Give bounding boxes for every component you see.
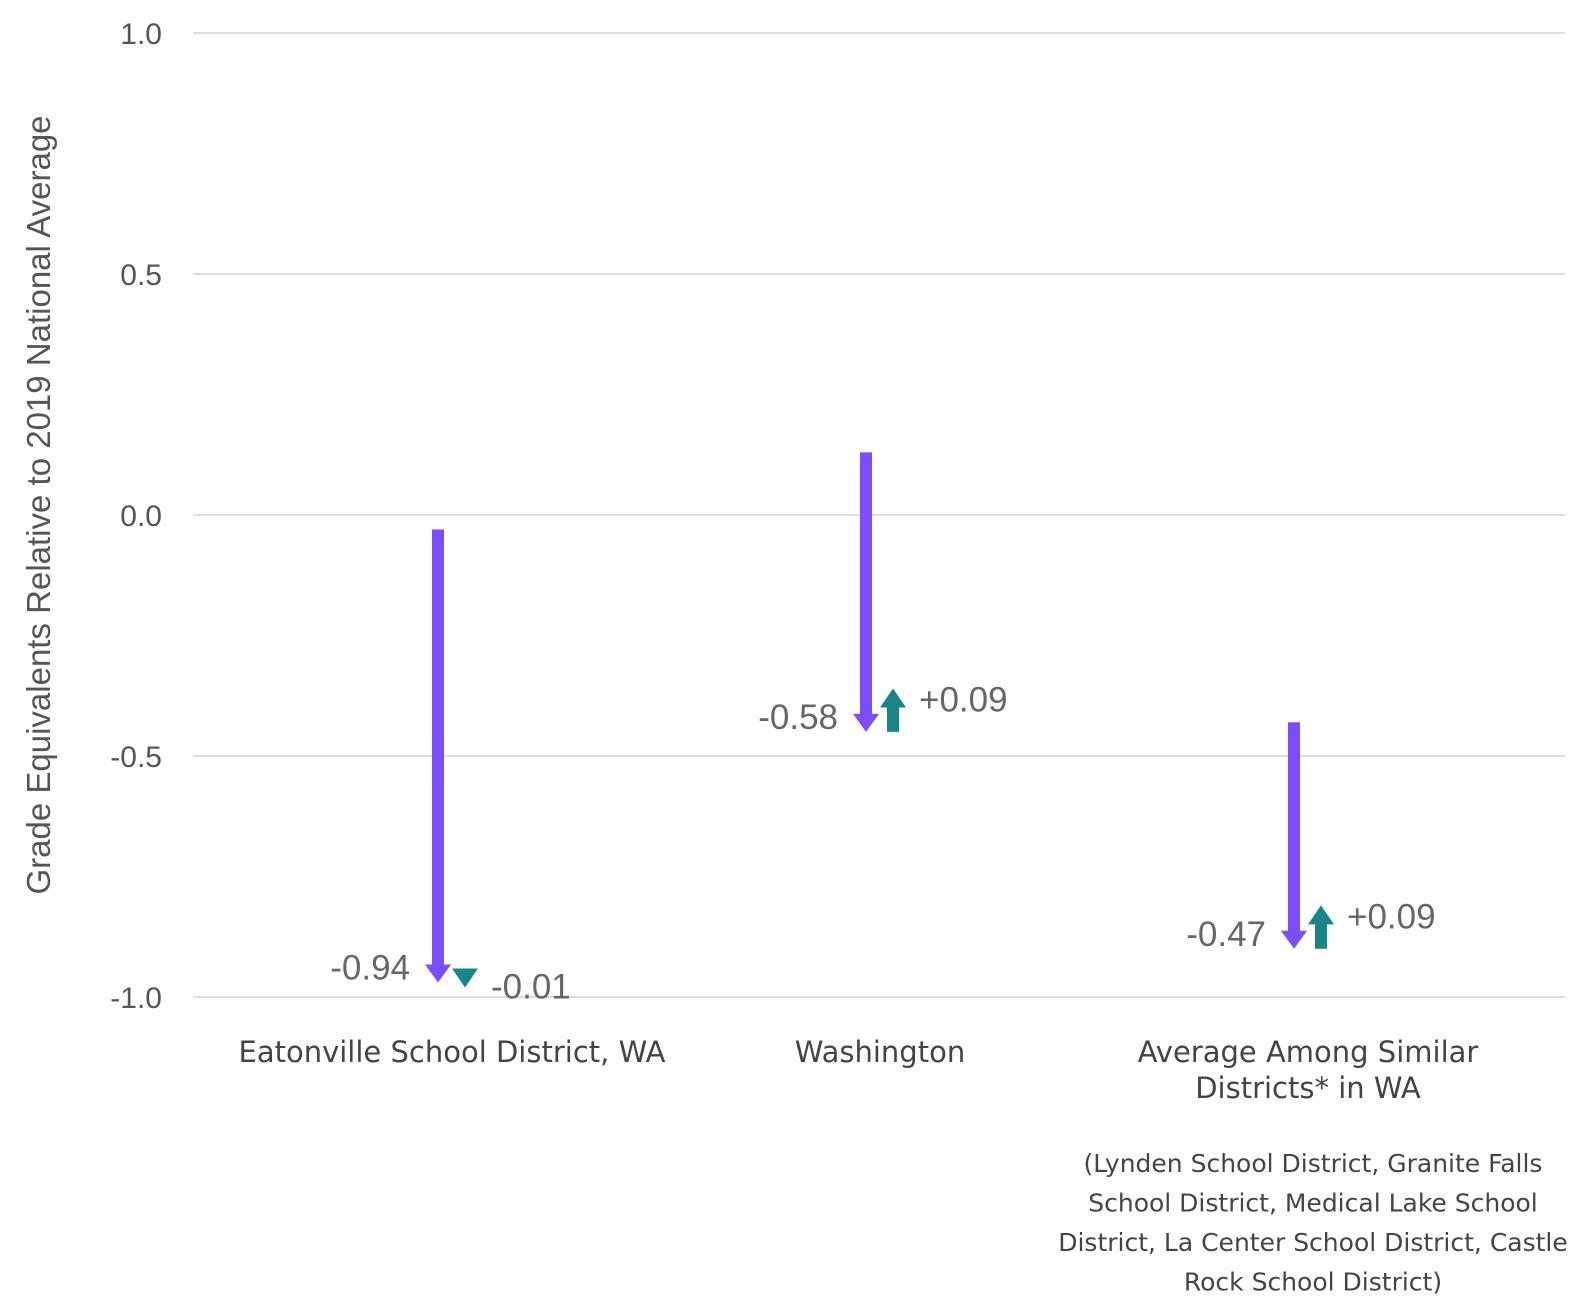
change-value-label: -0.01 — [491, 968, 571, 1007]
decline-value-label: -0.58 — [758, 698, 838, 737]
category-labels: Eatonville School District, WA Washington… — [239, 1035, 1568, 1297]
change-value-label: +0.09 — [1347, 897, 1436, 936]
change-arrow-head — [1308, 905, 1334, 925]
decline-value-label: -0.94 — [330, 949, 410, 988]
category-label: Eatonville School District, WA — [239, 1035, 666, 1069]
change-value-label: +0.09 — [919, 681, 1008, 720]
decline-arrow — [1281, 722, 1307, 949]
decline-arrow-head — [425, 964, 451, 983]
y-axis-title: Grade Equivalents Relative to 2019 Natio… — [20, 115, 57, 894]
decline-value-label: -0.47 — [1186, 915, 1266, 954]
category-label: Washington — [795, 1035, 965, 1069]
category-note: School District, Medical Lake School — [1088, 1189, 1538, 1218]
decline-arrow-shaft — [860, 452, 872, 716]
y-tick-label: -1.0 — [110, 982, 162, 1015]
y-tick-label: 0.5 — [120, 259, 162, 292]
change-arrow — [880, 688, 906, 732]
decline-arrow — [425, 529, 451, 983]
category-note: Rock School District) — [1184, 1268, 1442, 1297]
category-label: Average Among Similar — [1138, 1035, 1479, 1069]
grid-lines — [193, 32, 1565, 998]
decline-arrow-head — [1281, 930, 1307, 949]
change-arrow-shaft — [887, 706, 899, 732]
category-note: (Lynden School District, Granite Falls — [1084, 1149, 1543, 1178]
decline-arrow — [853, 452, 879, 732]
y-tick-label: 1.0 — [120, 18, 162, 51]
change-arrow-head — [880, 688, 906, 708]
y-axis-ticks: 1.0 0.5 0.0 -0.5 -1.0 — [110, 18, 162, 1015]
y-tick-label: -0.5 — [110, 741, 162, 774]
change-arrow-head — [452, 968, 478, 988]
change-arrow — [1308, 905, 1334, 949]
category-label: Districts* in WA — [1195, 1071, 1421, 1105]
arrows: -0.94 -0.01 -0.58 +0.09 -0.47 +0.09 — [330, 452, 1436, 1007]
y-tick-label: 0.0 — [120, 500, 162, 533]
decline-arrow-shaft — [432, 529, 444, 967]
change-arrow — [452, 968, 478, 988]
decline-arrow-shaft — [1288, 722, 1300, 933]
change-arrow-shaft — [1315, 923, 1327, 949]
category-note: District, La Center School District, Cas… — [1058, 1228, 1568, 1257]
decline-arrow-head — [853, 713, 879, 732]
